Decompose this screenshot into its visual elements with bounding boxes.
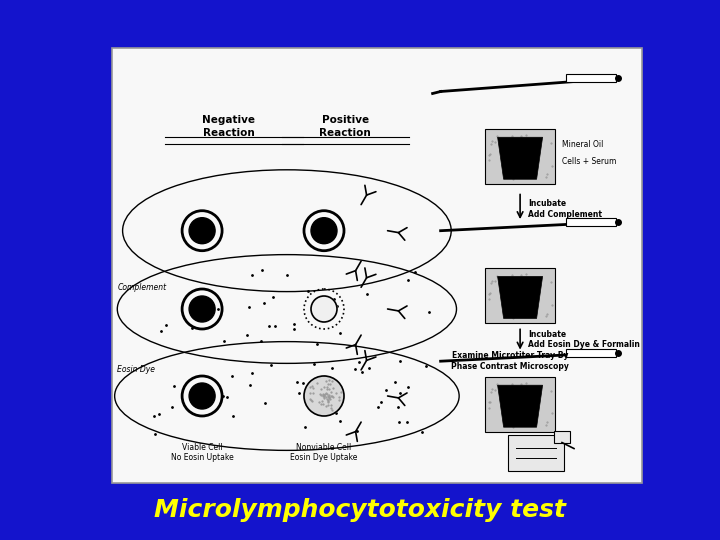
- FancyBboxPatch shape: [485, 268, 555, 323]
- Text: Eosin Dye: Eosin Dye: [117, 366, 156, 374]
- Polygon shape: [498, 385, 543, 427]
- FancyBboxPatch shape: [485, 377, 555, 432]
- Text: Microlymphocytotoxicity test: Microlymphocytotoxicity test: [154, 498, 566, 522]
- Text: Negative
Reaction: Negative Reaction: [202, 115, 255, 138]
- Circle shape: [189, 296, 215, 322]
- Circle shape: [311, 296, 337, 322]
- Text: Nonviable Cell
Eosin Dye Uptake: Nonviable Cell Eosin Dye Uptake: [290, 443, 358, 462]
- Text: Cells + Serum: Cells + Serum: [562, 157, 616, 166]
- Text: Viable Cell
No Eosin Uptake: Viable Cell No Eosin Uptake: [171, 443, 233, 462]
- Polygon shape: [498, 276, 543, 319]
- Circle shape: [189, 218, 215, 244]
- Circle shape: [311, 218, 337, 244]
- Bar: [565, 75, 616, 83]
- Bar: [112, 48, 642, 483]
- Circle shape: [304, 376, 344, 416]
- Text: Incubate
Add Complement: Incubate Add Complement: [528, 199, 602, 219]
- Bar: [554, 430, 570, 443]
- Text: Examine Microtiter Tray By
Phase Contrast Microscopy: Examine Microtiter Tray By Phase Contras…: [451, 352, 569, 371]
- Circle shape: [189, 383, 215, 409]
- Text: Mineral Oil: Mineral Oil: [562, 140, 603, 149]
- Text: Positive
Reaction: Positive Reaction: [320, 115, 371, 138]
- Bar: [508, 435, 564, 470]
- Text: Complement: Complement: [117, 283, 166, 292]
- Polygon shape: [498, 137, 543, 179]
- Text: Incubate
Add Eosin Dye & Formalin: Incubate Add Eosin Dye & Formalin: [528, 330, 640, 349]
- Bar: [565, 218, 616, 226]
- FancyBboxPatch shape: [485, 129, 555, 184]
- Bar: [565, 348, 616, 356]
